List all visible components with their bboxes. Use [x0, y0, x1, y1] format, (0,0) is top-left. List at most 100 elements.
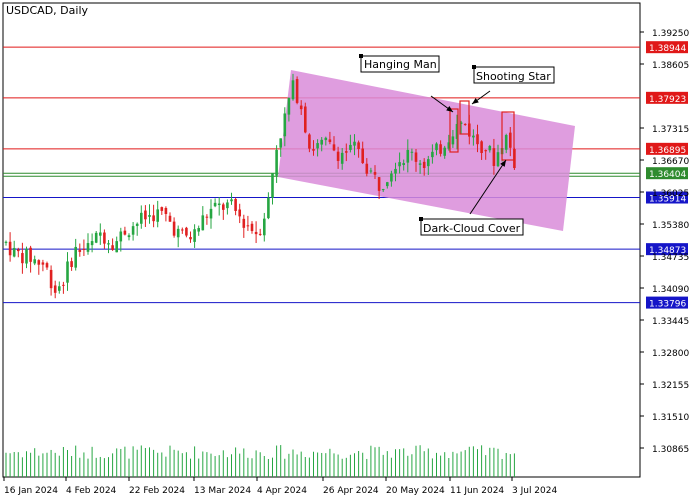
candle-body — [312, 149, 315, 151]
candle-body — [263, 218, 266, 236]
candle-body — [78, 249, 82, 252]
y-tick-label: 1.33445 — [652, 317, 689, 327]
candle-body — [217, 203, 221, 206]
price-tag-label: 1.37923 — [649, 95, 686, 105]
candle-body — [17, 249, 20, 252]
candle-body — [226, 202, 229, 209]
y-tick-label: 1.36025 — [652, 189, 689, 199]
candle-body — [283, 113, 287, 137]
candle-body — [33, 259, 36, 264]
candle-body — [168, 215, 172, 222]
x-tick-label: 22 Feb 2024 — [129, 486, 185, 496]
candle-body — [509, 132, 512, 148]
candle-body — [90, 241, 94, 246]
candle-body — [361, 148, 364, 164]
candle-body — [492, 148, 496, 166]
candle-body — [271, 173, 274, 198]
candle-body — [181, 229, 184, 231]
x-tick-label: 20 May 2024 — [386, 486, 445, 496]
candle-body — [119, 231, 123, 242]
candle-body — [373, 172, 377, 175]
candle-body — [254, 231, 258, 235]
candle-body — [201, 215, 205, 231]
candle-body — [353, 141, 356, 146]
candle-body — [193, 229, 196, 242]
candle-body — [172, 221, 176, 236]
candle-body — [148, 215, 151, 217]
shooting-star-callout-anchor — [472, 65, 476, 69]
candle-body — [12, 247, 16, 257]
candle-body — [74, 246, 77, 268]
candle-body — [299, 105, 303, 110]
candle-body — [29, 247, 32, 262]
candle-body — [328, 139, 332, 143]
x-tick-label: 4 Apr 2024 — [257, 486, 307, 496]
candle-body — [480, 141, 483, 154]
candle-body — [156, 209, 159, 222]
candle-body — [324, 137, 328, 141]
candle-body — [103, 232, 106, 244]
dark-cloud-cover-callout-label: Dark-Cloud Cover — [423, 222, 521, 235]
candle-body — [422, 161, 426, 168]
price-tag — [646, 142, 688, 155]
candle-body — [111, 245, 114, 250]
candle-body — [49, 269, 53, 289]
y-tick-label: 1.39250 — [652, 29, 689, 39]
candle-body — [275, 149, 278, 176]
hanging-man-callout-box — [360, 55, 440, 73]
x-tick-label: 16 Jan 2024 — [4, 486, 58, 496]
candle-body — [418, 163, 422, 165]
candle-body — [205, 216, 209, 218]
y-tick-label: 1.35380 — [652, 221, 689, 231]
candle-body — [279, 138, 282, 148]
candle-body — [443, 147, 446, 156]
candle-body — [99, 232, 102, 236]
y-tick-label: 1.36670 — [652, 157, 689, 167]
price-tag — [646, 41, 688, 54]
candle-body — [394, 168, 397, 174]
candle-body — [238, 209, 241, 217]
candle-body — [82, 249, 86, 251]
candle-body — [242, 218, 246, 228]
candle-body — [308, 134, 311, 149]
price-tag-label: 1.33796 — [649, 300, 686, 310]
candle-body — [140, 212, 143, 224]
y-tick-label: 1.37315 — [652, 125, 689, 135]
candle-body — [472, 135, 475, 138]
candle-body — [340, 152, 344, 164]
candle-body — [246, 225, 250, 227]
candle-body — [320, 139, 323, 145]
candle-body — [431, 151, 434, 158]
candle-body — [381, 189, 385, 191]
dark-cloud-cover-callout-box — [420, 218, 524, 236]
candle-body — [115, 241, 118, 253]
candle-body — [504, 135, 508, 150]
price-tag — [646, 167, 688, 180]
candle-body — [41, 262, 45, 265]
candle-body — [107, 243, 110, 245]
dark-cloud-cover-callout-arrowhead — [500, 160, 506, 167]
price-tag-label: 1.36895 — [649, 146, 686, 156]
candle-body — [455, 123, 459, 139]
candle-body — [451, 136, 455, 145]
candle-body — [496, 152, 500, 167]
candle-body — [209, 208, 213, 219]
candle-body — [304, 106, 307, 133]
candle-body — [222, 204, 225, 210]
y-tick-label: 1.34090 — [652, 285, 689, 295]
shooting-star-callout-box — [473, 66, 555, 84]
x-tick-label: 4 Feb 2024 — [66, 486, 117, 496]
candle-body — [316, 143, 319, 149]
candle-body — [189, 237, 192, 240]
candle-body — [230, 199, 233, 202]
candle-body — [459, 122, 463, 124]
pattern-box — [501, 111, 515, 161]
candle-body — [197, 228, 200, 232]
price-tag — [646, 296, 688, 309]
candle-body — [345, 151, 348, 153]
candle-body — [4, 241, 8, 243]
candle-body — [21, 253, 24, 264]
candle-body — [66, 261, 69, 283]
y-tick-label: 1.32155 — [652, 381, 689, 391]
